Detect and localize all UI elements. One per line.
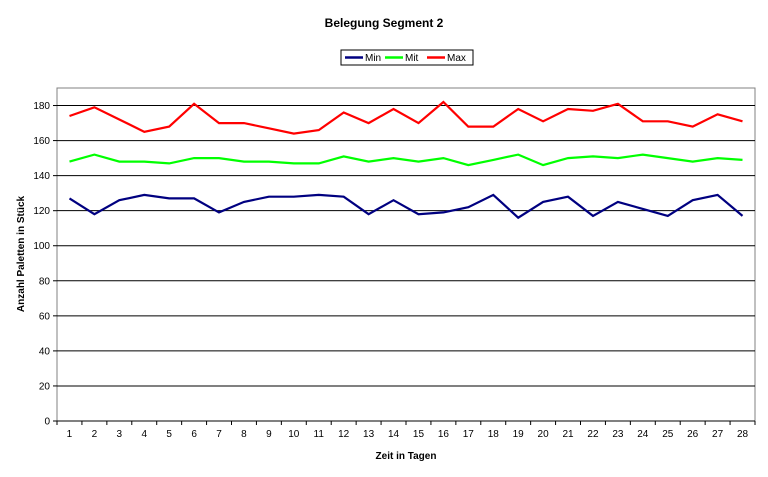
series-line-max: [69, 100, 743, 135]
y-tick-label: 60: [39, 311, 51, 322]
x-tick-label: 4: [141, 429, 147, 440]
chart-title: Belegung Segment 2: [325, 16, 444, 30]
plot-area: [56, 87, 756, 422]
x-tick-label: 15: [413, 429, 425, 440]
y-tick-label: 180: [33, 101, 50, 112]
y-tick-label: 20: [39, 381, 51, 392]
y-tick-label: 140: [33, 171, 50, 182]
x-tick-label: 21: [562, 429, 574, 440]
x-tick-label: 16: [438, 429, 450, 440]
gridlines: [57, 105, 755, 387]
x-tick-label: 3: [117, 429, 123, 440]
x-tick-label: 9: [266, 429, 272, 440]
x-tick-label: 19: [513, 429, 525, 440]
x-tick-label: 23: [612, 429, 624, 440]
x-tick-label: 13: [363, 429, 375, 440]
x-tick-label: 28: [737, 429, 749, 440]
series-line-mit: [69, 153, 743, 167]
x-tick-label: 7: [216, 429, 222, 440]
x-tick-label: 24: [637, 429, 649, 440]
x-tick-label: 2: [92, 429, 98, 440]
series-lines: [68, 100, 744, 220]
legend-label-max: Max: [447, 53, 466, 64]
y-tick-label: 160: [33, 136, 50, 147]
x-tick-label: 25: [662, 429, 674, 440]
x-tick-label: 6: [191, 429, 197, 440]
legend: Min Mit Max: [340, 49, 474, 66]
x-tick-label: 5: [166, 429, 172, 440]
x-tick-label: 10: [288, 429, 300, 440]
x-tick-label: 14: [388, 429, 400, 440]
y-tick-label: 120: [33, 206, 50, 217]
legend-label-mit: Mit: [405, 53, 419, 64]
y-tick-label: 0: [44, 417, 50, 428]
x-tick-label: 18: [488, 429, 500, 440]
x-axis-label: Zeit in Tagen: [376, 451, 437, 462]
x-tick-label: 27: [712, 429, 724, 440]
x-tick-label: 11: [314, 429, 325, 440]
x-tick-label: 12: [338, 429, 350, 440]
x-tick-label: 1: [67, 429, 73, 440]
x-tick-label: 20: [538, 429, 550, 440]
y-tick-label: 100: [33, 241, 50, 252]
x-axis: 1 2 3 4 5 6 7 8 9 10 11 12 13 14 15 16 17 18 19 20 21 22 23 24 2…: [56, 420, 756, 440]
x-tick-label: 26: [687, 429, 699, 440]
y-axis-label: Anzahl Paletten in Stück: [16, 195, 27, 312]
x-tick-label: 8: [241, 429, 247, 440]
x-tick-label: 17: [463, 429, 475, 440]
x-tick-label: 22: [587, 429, 599, 440]
y-tick-label: 80: [39, 276, 51, 287]
y-axis: 0 20 40 60 80 100 120 140 160 180: [33, 101, 57, 428]
series-line-min: [68, 193, 744, 220]
legend-box: [340, 49, 474, 66]
y-tick-label: 40: [39, 346, 51, 357]
legend-label-min: Min: [365, 53, 381, 64]
